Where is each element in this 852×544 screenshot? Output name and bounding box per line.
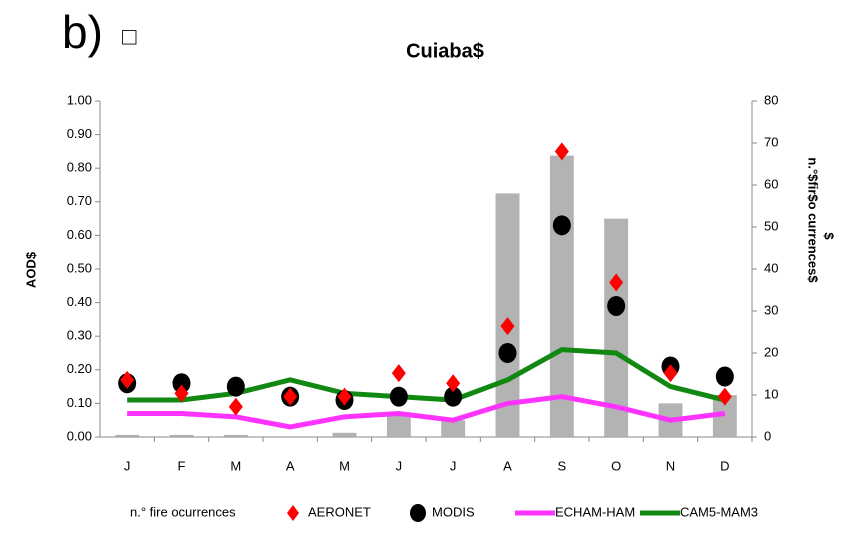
circle-marker xyxy=(444,386,463,407)
y-axis-label: AOD$ xyxy=(23,251,38,288)
y2-tick-label: 60 xyxy=(764,176,778,191)
y2-tick-label: 0 xyxy=(764,428,771,443)
diamond-marker xyxy=(554,142,569,161)
y-tick-label: 0.60 xyxy=(67,227,92,242)
diamond-marker xyxy=(446,374,461,393)
line xyxy=(127,347,726,403)
diamond-marker xyxy=(609,273,624,292)
x-tick-label: M xyxy=(230,458,241,473)
x-tick-label: D xyxy=(720,458,729,473)
y2-tick-label: 80 xyxy=(764,92,778,107)
diamond-marker xyxy=(337,387,352,406)
y-tick-label: 0.70 xyxy=(67,193,92,208)
diamond-marker xyxy=(391,364,406,383)
y-tick-label: 0.30 xyxy=(67,328,92,343)
diamond-marker xyxy=(663,364,678,383)
circle-marker xyxy=(715,366,734,387)
diamond-marker xyxy=(174,384,189,403)
y-tick-label: 0.10 xyxy=(67,395,92,410)
legend-label: n.° fire ocurrences xyxy=(130,504,236,519)
x-tick-label: M xyxy=(339,458,350,473)
circle-marker xyxy=(172,373,191,394)
panel-label: b) xyxy=(62,6,103,58)
x-tick-label: O xyxy=(611,458,621,473)
x-tick-label: A xyxy=(286,458,295,473)
circle-marker xyxy=(498,343,517,363)
x-tick-label: J xyxy=(396,458,403,473)
y-tick-label: 0.80 xyxy=(67,160,92,175)
y2-tick-label: 50 xyxy=(764,218,778,233)
x-tick-label: J xyxy=(124,458,131,473)
y-tick-label: 0.90 xyxy=(67,126,92,141)
diamond-marker xyxy=(120,370,135,389)
x-tick-label: S xyxy=(557,458,566,473)
bar xyxy=(712,395,737,437)
y-tick-label: 1.00 xyxy=(67,92,92,107)
legend-label: MODIS xyxy=(432,504,475,519)
legend-label: CAM5-MAM3 xyxy=(680,504,758,519)
circle-marker xyxy=(226,376,245,397)
y2-tick-label: 10 xyxy=(764,386,778,401)
y2-axis-label: n.°$fir$o currences$ xyxy=(806,157,821,283)
bar xyxy=(604,218,629,437)
line xyxy=(127,394,726,430)
diamond-marker xyxy=(717,387,732,406)
x-tick-label: J xyxy=(450,458,457,473)
diamond-marker xyxy=(283,387,298,406)
legend-marker xyxy=(410,504,426,522)
x-tick-label: N xyxy=(666,458,675,473)
bar xyxy=(223,434,248,437)
x-tick-label: A xyxy=(503,458,512,473)
bar xyxy=(169,434,194,437)
diamond-marker xyxy=(228,397,243,416)
legend-label: ECHAM-HAM xyxy=(555,504,635,519)
x-tick-label: F xyxy=(178,458,186,473)
bar xyxy=(441,420,466,437)
bar xyxy=(332,432,357,437)
y2-tick-label: 30 xyxy=(764,302,778,317)
y-tick-label: 0.20 xyxy=(67,361,92,376)
panel-glyph: □ xyxy=(122,23,137,50)
legend-label: AERONET xyxy=(308,504,371,519)
legend-marker xyxy=(287,505,299,521)
chart-title: Cuiaba$ xyxy=(406,40,484,62)
y-tick-label: 0.00 xyxy=(67,428,92,443)
y-tick-label: 0.40 xyxy=(67,294,92,309)
y2-tick-label: 70 xyxy=(764,134,778,149)
bar xyxy=(386,416,411,437)
circle-marker xyxy=(552,215,571,236)
y2-tick-label: 20 xyxy=(764,344,778,359)
circle-marker xyxy=(389,386,408,407)
circle-marker xyxy=(607,295,626,316)
y-tick-label: 0.50 xyxy=(67,260,92,275)
y2-tick-label: 40 xyxy=(764,260,778,275)
diamond-marker xyxy=(500,317,515,336)
bar xyxy=(115,434,140,437)
y2-axis-label: $ xyxy=(822,232,837,240)
